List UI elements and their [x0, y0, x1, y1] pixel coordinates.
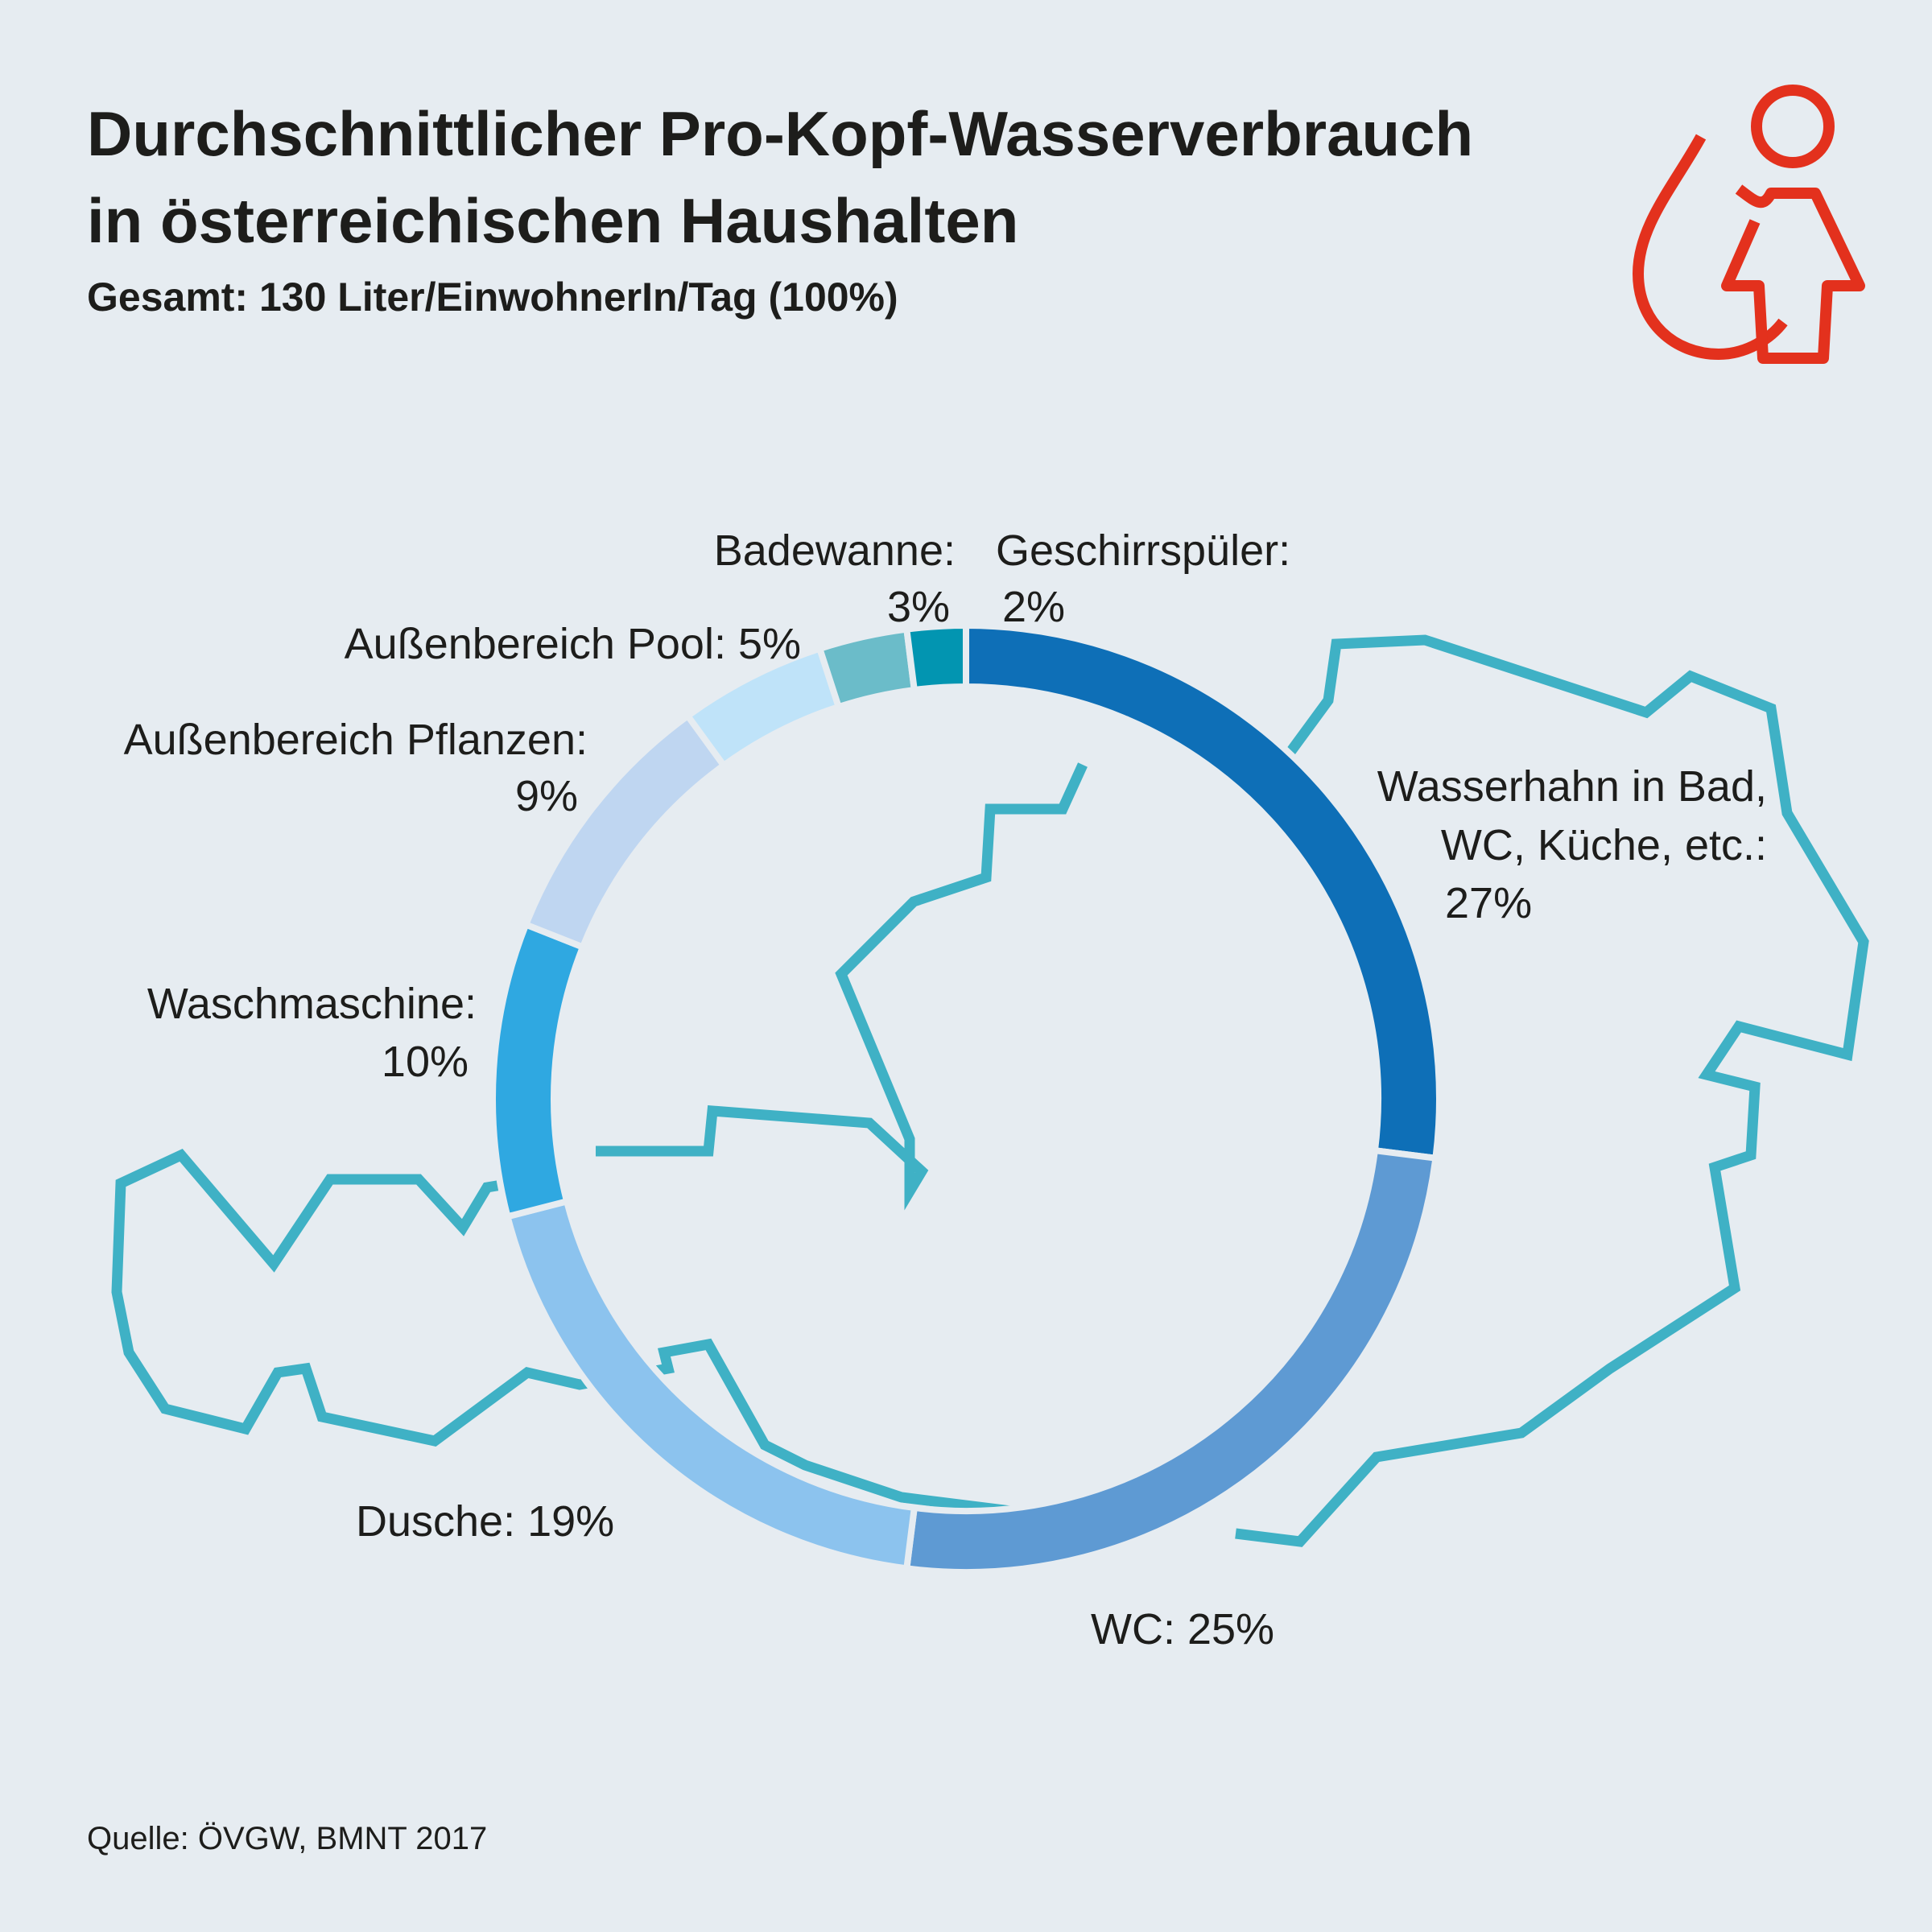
label-wasserhahn: Wasserhahn in Bad, — [1377, 762, 1767, 811]
chart-title: Durchschnittlicher Pro-Kopf-Wasserverbra… — [87, 90, 1657, 264]
label-pool: Außenbereich Pool: 5% — [345, 620, 801, 668]
donut-slice-1 — [902, 1146, 1439, 1575]
label-wc: WC: 25% — [1091, 1605, 1274, 1653]
label-waschmaschine-value: 10% — [382, 1038, 469, 1086]
title-line-1: Durchschnittlicher Pro-Kopf-Wasserverbra… — [87, 98, 1474, 169]
label-badewanne: Badewanne: — [714, 526, 956, 575]
donut-slice-7 — [902, 621, 969, 694]
label-dusche: Dusche: 19% — [356, 1497, 614, 1546]
donut-slice-3 — [489, 920, 588, 1221]
label-waschmaschine: Waschmaschine: — [147, 980, 477, 1028]
austria-map-outline-icon — [111, 634, 1869, 1547]
source-note: Quelle: ÖVGW, BMNT 2017 — [87, 1821, 488, 1856]
label-badewanne-value: 3% — [887, 583, 950, 631]
title-line-2: in österreichischen Haushalten — [87, 185, 1019, 256]
label-pflanzen: Außenbereich Pflanzen: — [124, 716, 588, 764]
donut-slice-0 — [963, 621, 1443, 1162]
label-wasserhahn-value: 27% — [1445, 879, 1532, 927]
label-wasserhahn-2: WC, Küche, etc.: — [1441, 821, 1767, 869]
water-drop-person-icon — [1633, 85, 1865, 364]
label-pflanzen-value: 9% — [515, 772, 578, 820]
label-geschirrspueler: Geschirrspüler: — [996, 526, 1290, 575]
chart-subtitle: Gesamt: 130 Liter/EinwohnerIn/Tag (100%) — [87, 275, 898, 320]
donut-slice-6 — [815, 625, 919, 712]
label-geschirrspueler-value: 2% — [1002, 583, 1065, 631]
